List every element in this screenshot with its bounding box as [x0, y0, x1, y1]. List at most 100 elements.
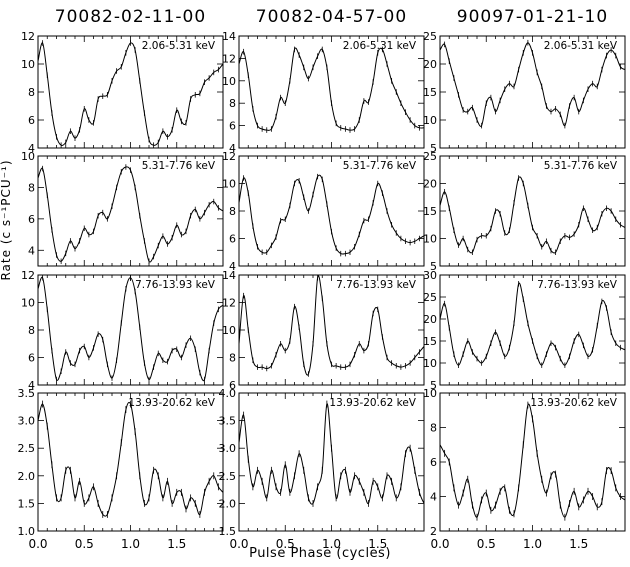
y-tick-label: 10 [222, 178, 236, 191]
energy-band-label: 13.93-20.62 keV [329, 397, 416, 409]
y-tick-label: 4.0 [219, 387, 237, 400]
energy-band-label: 13.93-20.62 keV [530, 397, 617, 409]
y-tick-label: 20 [423, 58, 437, 71]
energy-band-label: 7.76-13.93 keV [336, 279, 417, 291]
x-tick-label: 0.0 [28, 537, 47, 551]
pulse-profile-line [439, 176, 626, 254]
y-tick-label: 25 [423, 30, 437, 43]
y-tick-label: 1.5 [219, 525, 237, 538]
y-tick-label: 10 [423, 233, 437, 246]
y-tick-label: 8 [28, 324, 35, 337]
y-tick-label: 20 [423, 178, 437, 191]
pulse-profile-line [238, 174, 425, 255]
pulse-profile-line [37, 276, 224, 382]
y-tick-label: 4 [28, 142, 35, 155]
y-tick-label: 10 [21, 58, 35, 71]
y-tick-label: 10 [423, 114, 437, 127]
y-tick-label: 2.5 [18, 442, 36, 455]
x-tick-label: 0.5 [477, 537, 496, 551]
x-tick-label: 0.5 [75, 537, 94, 551]
energy-band-label: 2.06-5.31 keV [343, 40, 417, 52]
y-tick-label: 30 [423, 269, 437, 282]
energy-band-label: 2.06-5.31 keV [142, 40, 216, 52]
y-tick-label: 3.0 [219, 442, 237, 455]
y-tick-label: 10 [222, 324, 236, 337]
y-tick-label: 8 [229, 97, 236, 110]
y-tick-label: 2.0 [18, 470, 36, 483]
y-tick-label: 2.0 [219, 497, 237, 510]
x-tick-label: 0.5 [276, 537, 295, 551]
y-tick-label: 3.5 [18, 387, 36, 400]
pulse-profile-line [37, 401, 224, 517]
y-tick-label: 6 [28, 114, 35, 127]
y-tick-label: 10 [423, 387, 437, 400]
y-tick-label: 10 [21, 150, 35, 163]
y-tick-label: 14 [222, 30, 236, 43]
y-tick-label: 6 [28, 213, 35, 226]
y-tick-label: 4 [28, 244, 35, 257]
y-tick-label: 12 [21, 30, 35, 43]
y-tick-label: 4 [28, 379, 35, 392]
column-title: 90097-01-21-10 [457, 7, 608, 27]
y-tick-label: 15 [423, 86, 437, 99]
y-tick-label: 25 [423, 150, 437, 163]
y-axis-label: Rate (c s⁻¹PCU⁻¹) [0, 159, 13, 280]
y-tick-label: 8 [28, 86, 35, 99]
y-tick-label: 8 [28, 181, 35, 194]
panel-frame [37, 392, 224, 532]
y-tick-label: 1.0 [18, 525, 36, 538]
x-tick-label: 1.0 [121, 537, 140, 551]
y-tick-label: 20 [423, 313, 437, 326]
x-tick-label: 0.0 [430, 537, 449, 551]
column-title: 70082-04-57-00 [256, 7, 407, 27]
y-tick-label: 12 [21, 269, 35, 282]
x-tick-label: 1.0 [523, 537, 542, 551]
y-tick-label: 4 [229, 142, 236, 155]
y-tick-label: 6 [229, 120, 236, 133]
y-tick-label: 3.0 [18, 415, 36, 428]
energy-band-label: 13.93-20.62 keV [128, 397, 215, 409]
y-tick-label: 6 [430, 456, 437, 469]
y-tick-label: 10 [21, 297, 35, 310]
y-tick-label: 6 [28, 352, 35, 365]
y-tick-label: 10 [222, 75, 236, 88]
energy-band-label: 7.76-13.93 keV [135, 279, 216, 291]
y-tick-label: 12 [222, 297, 236, 310]
y-tick-label: 5 [430, 260, 437, 273]
y-tick-label: 8 [229, 352, 236, 365]
y-tick-label: 5 [430, 379, 437, 392]
panel-frame [37, 274, 224, 386]
x-tick-label: 1.5 [569, 537, 588, 551]
y-tick-label: 6 [229, 233, 236, 246]
y-tick-label: 8 [229, 205, 236, 218]
energy-band-label: 5.31-7.76 keV [142, 160, 216, 172]
y-tick-label: 12 [222, 150, 236, 163]
pulse-profile-line [238, 403, 425, 505]
y-tick-label: 4 [430, 491, 437, 504]
panel-frame [238, 392, 425, 532]
y-tick-label: 5 [430, 142, 437, 155]
energy-band-label: 5.31-7.76 keV [343, 160, 417, 172]
x-tick-label: 1.5 [368, 537, 387, 551]
energy-band-label: 7.76-13.93 keV [537, 279, 618, 291]
panels-layer: 70082-02-11-00 2.06-5.31 keV 4 6 8 10 12 5.31-7… [18, 7, 626, 551]
x-tick-label: 0.0 [229, 537, 248, 551]
y-tick-label: 4 [229, 260, 236, 273]
energy-band-label: 2.06-5.31 keV [544, 40, 618, 52]
pulse-profile-line [37, 166, 224, 263]
x-tick-label: 1.5 [167, 537, 186, 551]
panel-frame [439, 274, 626, 386]
x-tick-label: 1.0 [322, 537, 341, 551]
y-tick-label: 2.5 [219, 470, 237, 483]
y-tick-label: 1.5 [18, 497, 36, 510]
x-axis-label: Pulse Phase (cycles) [249, 546, 391, 561]
column-title: 70082-02-11-00 [55, 7, 206, 27]
y-tick-label: 15 [423, 335, 437, 348]
y-tick-label: 8 [430, 422, 437, 435]
y-tick-label: 14 [222, 269, 236, 282]
y-tick-label: 12 [222, 52, 236, 65]
y-tick-label: 2 [430, 525, 437, 538]
energy-band-label: 5.31-7.76 keV [544, 160, 618, 172]
y-tick-label: 25 [423, 291, 437, 304]
